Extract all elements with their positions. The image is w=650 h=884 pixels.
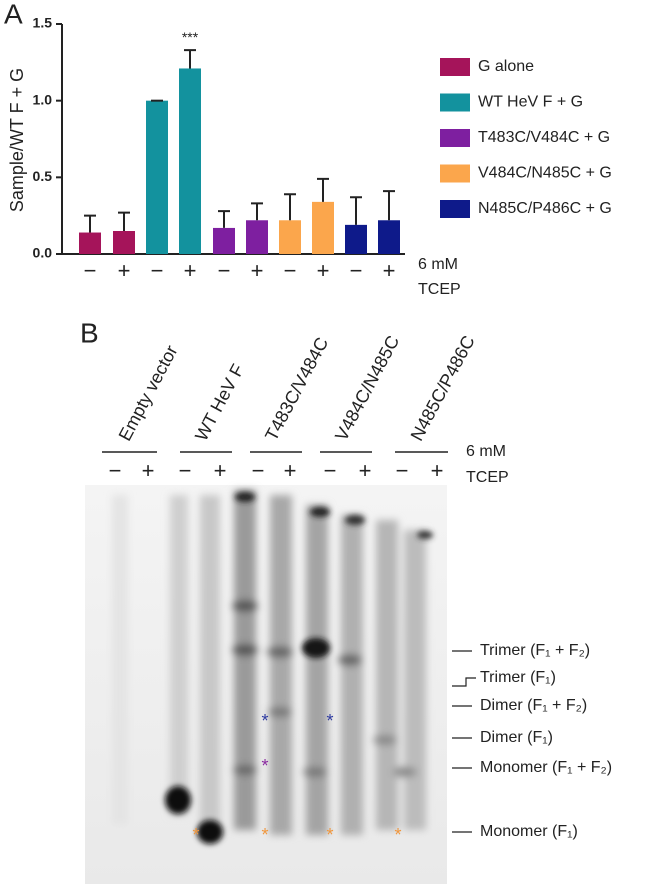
legend-label: N485C/P486C + G <box>478 200 612 217</box>
bar <box>378 220 400 254</box>
error-bar <box>317 177 329 202</box>
significance: *** <box>182 29 199 45</box>
x-tick-label: − <box>218 258 231 283</box>
legend-swatch <box>440 200 470 218</box>
condition-sign: − <box>324 458 337 483</box>
y-axis-label: Sample/WT F + G <box>7 68 27 212</box>
lane-label: Empty vector <box>115 342 182 444</box>
x-tick-label: + <box>184 258 197 283</box>
legend-label: WT HeV F + G <box>478 94 583 111</box>
legend-swatch <box>440 129 470 147</box>
bar <box>312 201 334 254</box>
legend-swatch <box>440 93 470 112</box>
error-bar <box>184 49 196 69</box>
x-axis-label: 6 mM <box>418 256 458 273</box>
y-tick-label: 0.0 <box>33 245 53 261</box>
band-label: Monomer (F₁ + F₂) <box>480 759 612 776</box>
x-tick-label: − <box>350 258 363 283</box>
band-label: Trimer (F₁) <box>480 669 556 686</box>
condition-sign: + <box>284 458 297 483</box>
band-label: Dimer (F₁ + F₂) <box>480 697 587 714</box>
error-bar <box>350 196 362 225</box>
x-tick-label: − <box>284 258 297 283</box>
condition-sign: − <box>179 458 192 483</box>
bar <box>179 68 201 254</box>
y-tick-label: 0.5 <box>33 168 53 184</box>
x-axis-label: TCEP <box>418 281 461 298</box>
error-bar <box>251 202 263 221</box>
error-bar <box>118 211 130 231</box>
condition-sign: − <box>252 458 265 483</box>
band-label: Trimer (F₁ + F₂) <box>480 642 590 659</box>
bar <box>213 227 235 254</box>
error-bar <box>84 214 96 233</box>
x-tick-label: − <box>151 258 164 283</box>
gel-bands <box>165 492 433 844</box>
x-tick-label: + <box>251 258 264 283</box>
error-bar <box>284 193 296 221</box>
x-tick-label: + <box>118 258 131 283</box>
bar <box>345 224 367 254</box>
x-tick-label: + <box>317 258 330 283</box>
error-bar <box>218 210 230 228</box>
band-marker: * <box>394 825 401 845</box>
gel-lanes <box>112 490 426 835</box>
bracket <box>452 677 476 687</box>
y-tick-label: 1.0 <box>33 91 53 107</box>
band-marker: * <box>192 825 199 845</box>
band-marker: * <box>261 756 268 776</box>
lane-label: WT HeV F <box>191 361 248 444</box>
condition-sign: + <box>214 458 227 483</box>
band-marker: * <box>326 825 333 845</box>
condition-sign: + <box>142 458 155 483</box>
band-label: Monomer (F₁) <box>480 823 578 840</box>
condition-sign: − <box>109 458 122 483</box>
bar <box>279 220 301 254</box>
bar <box>79 232 101 254</box>
condition-label: TCEP <box>466 469 509 486</box>
band-marker: * <box>261 825 268 845</box>
condition-label: 6 mM <box>466 443 506 460</box>
band-marker: * <box>326 711 333 731</box>
x-tick-label: − <box>84 258 97 283</box>
lane-label: T483C/V484C <box>261 334 332 444</box>
bar <box>246 220 268 254</box>
error-bar <box>383 190 395 221</box>
condition-sign: + <box>359 458 372 483</box>
legend-label: T483C/V484C + G <box>478 129 610 146</box>
legend-swatch <box>440 58 470 76</box>
bar <box>113 231 135 254</box>
band-marker: * <box>261 711 268 731</box>
panel-label: B <box>80 317 99 348</box>
x-tick-label: + <box>383 258 396 283</box>
condition-sign: + <box>431 458 444 483</box>
legend-label: V484C/N485C + G <box>478 165 612 182</box>
band-label: Dimer (F₁) <box>480 729 553 746</box>
y-tick-label: 1.5 <box>33 15 53 31</box>
bar <box>146 100 168 255</box>
gel-image <box>85 485 476 884</box>
lane-label: V484C/N485C <box>331 332 403 444</box>
legend-label: G alone <box>478 58 534 75</box>
legend-swatch <box>440 164 470 183</box>
panel-label: A <box>4 0 23 29</box>
lane-label: N485C/P486C <box>407 332 479 444</box>
condition-sign: − <box>396 458 409 483</box>
